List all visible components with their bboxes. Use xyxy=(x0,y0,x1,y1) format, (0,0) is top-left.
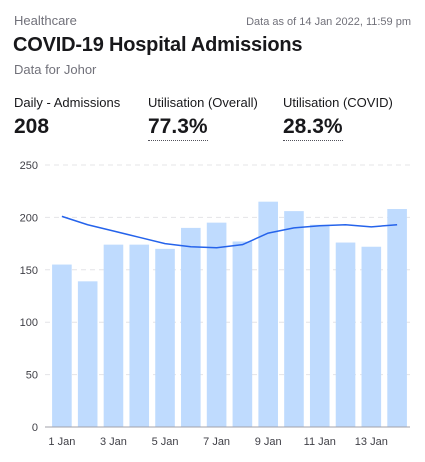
bar xyxy=(129,244,150,427)
y-tick-label: 250 xyxy=(20,160,38,172)
page-title: COVID-19 Hospital Admissions xyxy=(13,34,303,56)
stat-value: 208 xyxy=(14,115,50,138)
y-tick-label: 200 xyxy=(20,212,38,224)
stat-daily-admissions: Daily - Admissions 208 xyxy=(14,95,120,139)
bar xyxy=(155,248,175,427)
bar xyxy=(181,227,201,427)
bar xyxy=(206,222,227,427)
bar xyxy=(335,242,356,427)
x-tick-label: 5 Jan xyxy=(152,436,179,448)
stat-utilisation-overall[interactable]: Utilisation (Overall) 77.3% xyxy=(148,95,258,141)
bar xyxy=(258,201,278,427)
y-tick-label: 100 xyxy=(20,317,38,329)
bar xyxy=(361,246,382,427)
x-tick-label: 13 Jan xyxy=(355,436,388,448)
stat-label: Daily - Admissions xyxy=(14,95,121,110)
stat-value[interactable]: 28.3% xyxy=(283,115,343,141)
bar xyxy=(52,264,72,427)
bar xyxy=(309,224,330,427)
stat-label: Utilisation (COVID) xyxy=(283,95,393,110)
data-timestamp: Data as of 14 Jan 2022, 11:59 pm xyxy=(246,16,411,28)
series-line xyxy=(61,215,398,249)
x-tick-label: 9 Jan xyxy=(255,436,282,448)
x-tick-label: 1 Jan xyxy=(48,436,75,448)
bar xyxy=(284,211,304,427)
bar xyxy=(103,244,124,427)
y-tick-label: 50 xyxy=(26,370,38,382)
x-tick-label: 3 Jan xyxy=(100,436,127,448)
x-tick-label: 7 Jan xyxy=(203,436,230,448)
page-subtitle: Data for Johor xyxy=(14,62,97,77)
stat-value[interactable]: 77.3% xyxy=(148,115,208,141)
stat-utilisation-covid[interactable]: Utilisation (COVID) 28.3% xyxy=(283,95,393,141)
x-tick-label: 11 Jan xyxy=(304,436,336,448)
bar xyxy=(77,281,98,427)
category-label: Healthcare xyxy=(14,13,77,28)
stat-label: Utilisation (Overall) xyxy=(148,95,258,110)
header-row: Healthcare Data as of 14 Jan 2022, 11:59… xyxy=(14,13,411,28)
y-tick-label: 0 xyxy=(32,422,38,434)
bar xyxy=(387,209,407,427)
y-tick-label: 150 xyxy=(20,265,38,277)
admissions-chart: 0 50 100 150 200 250 1 Jan 3 Jan 5 Jan 7 Jan 9 Jan… xyxy=(20,160,410,448)
bar xyxy=(232,241,253,427)
